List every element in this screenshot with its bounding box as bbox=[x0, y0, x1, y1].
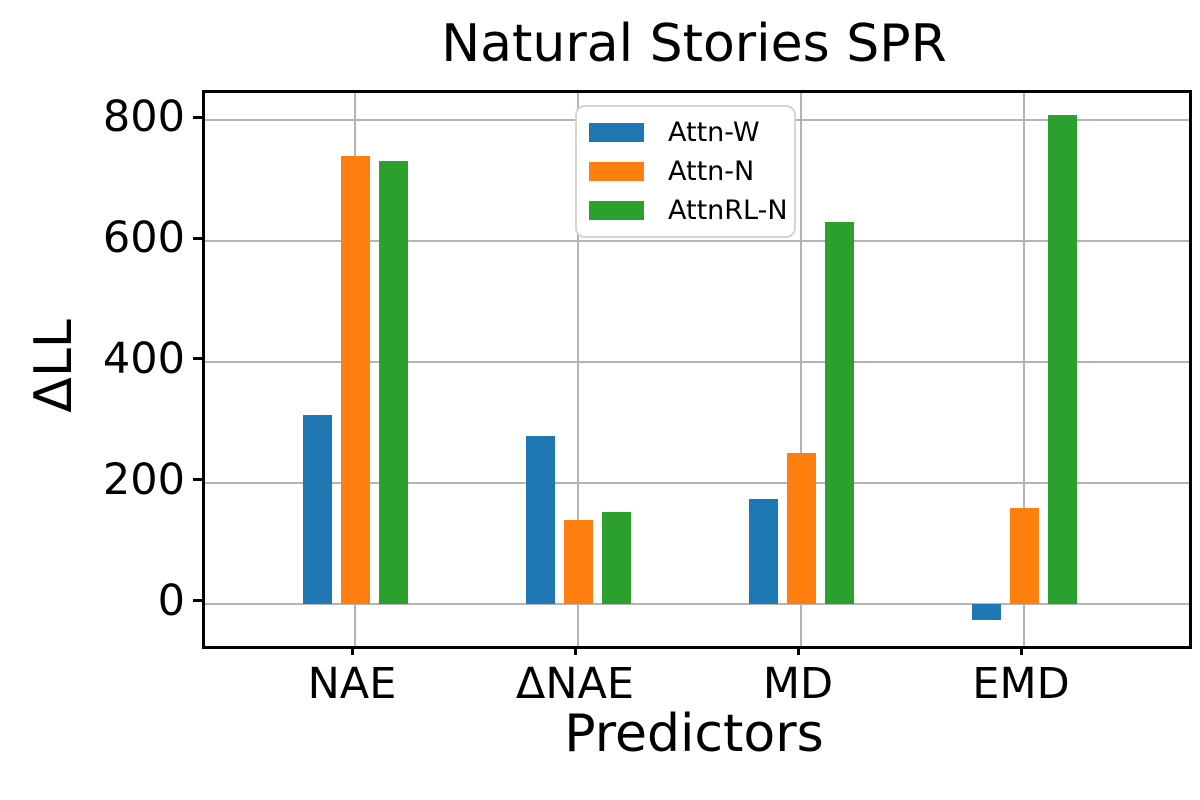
bar-Attn-W-EMD bbox=[971, 603, 1001, 620]
legend-swatch-Attn-N bbox=[589, 162, 644, 181]
bar-AttnRL-N-MD bbox=[824, 221, 854, 604]
bar-Attn-W-NAE bbox=[302, 414, 332, 604]
gridline-x-3 bbox=[1023, 93, 1025, 646]
gridline-y-400 bbox=[205, 360, 1189, 363]
y-tick-mark-200 bbox=[193, 478, 202, 482]
legend-swatch-Attn-W bbox=[589, 123, 644, 142]
y-tick-label-800: 800 bbox=[102, 92, 185, 143]
bar-AttnRL-N-EMD bbox=[1047, 115, 1077, 604]
gridline-x-1 bbox=[577, 93, 579, 646]
x-tick-label-NAE: NAE bbox=[307, 659, 397, 709]
x-tick-mark-2 bbox=[796, 646, 800, 655]
legend-item-AttnRL-N: AttnRL-N bbox=[589, 191, 788, 230]
y-tick-label-400: 400 bbox=[102, 333, 185, 384]
gridline-y-600 bbox=[205, 240, 1189, 243]
chart-title: Natural Stories SPR bbox=[441, 14, 947, 74]
x-tick-mark-3 bbox=[1019, 646, 1023, 655]
legend-label-AttnRL-N: AttnRL-N bbox=[668, 194, 788, 226]
legend-label-Attn-W: Attn-W bbox=[668, 116, 760, 148]
plot-area bbox=[202, 90, 1192, 649]
y-tick-mark-0 bbox=[193, 599, 202, 603]
legend-swatch-AttnRL-N bbox=[589, 201, 644, 220]
x-tick-mark-0 bbox=[350, 646, 354, 655]
bar-Attn-N-MD bbox=[786, 452, 816, 604]
legend-item-Attn-N: Attn-N bbox=[589, 152, 782, 191]
gridline-y-0 bbox=[205, 602, 1189, 605]
y-tick-label-200: 200 bbox=[102, 454, 185, 505]
bar-Attn-W-ΔNAE bbox=[525, 435, 555, 604]
y-tick-mark-600 bbox=[193, 236, 202, 240]
x-tick-mark-1 bbox=[573, 646, 577, 655]
legend: Attn-W Attn-N AttnRL-N bbox=[575, 105, 796, 238]
bar-Attn-N-ΔNAE bbox=[563, 519, 593, 604]
y-tick-mark-400 bbox=[193, 357, 202, 361]
x-tick-label-EMD: EMD bbox=[972, 659, 1070, 709]
bar-Attn-N-EMD bbox=[1009, 508, 1039, 604]
y-tick-label-600: 600 bbox=[102, 213, 185, 264]
bar-AttnRL-N-ΔNAE bbox=[601, 511, 631, 604]
legend-item-Attn-W: Attn-W bbox=[589, 113, 782, 152]
y-tick-label-0: 0 bbox=[157, 575, 185, 626]
x-tick-label-MD: MD bbox=[762, 659, 834, 709]
gridline-x-2 bbox=[800, 93, 802, 646]
x-tick-label-ΔNAE: ΔNAE bbox=[515, 659, 635, 709]
bar-Attn-N-NAE bbox=[340, 156, 370, 604]
y-tick-mark-800 bbox=[193, 115, 202, 119]
legend-label-Attn-N: Attn-N bbox=[668, 155, 755, 187]
bar-Attn-W-MD bbox=[748, 499, 778, 604]
bar-AttnRL-N-NAE bbox=[378, 160, 408, 604]
gridline-y-200 bbox=[205, 481, 1189, 484]
x-axis-label: Predictors bbox=[564, 704, 824, 764]
